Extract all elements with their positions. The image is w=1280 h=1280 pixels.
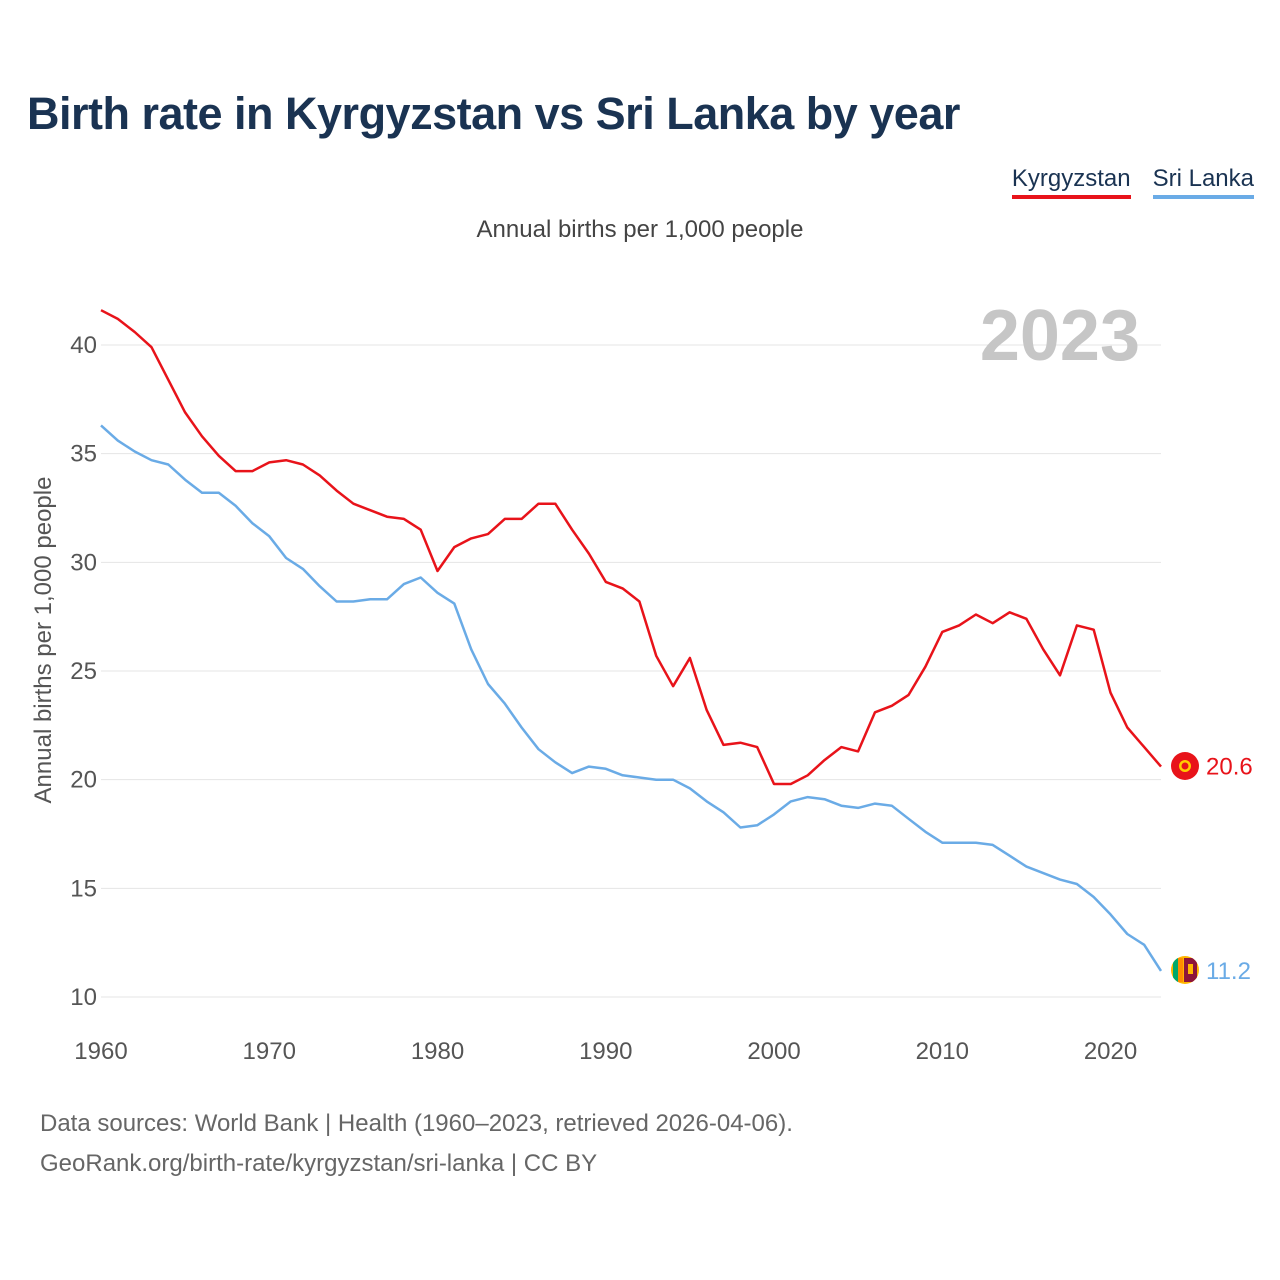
- source-link[interactable]: GeoRank.org/birth-rate/kyrgyzstan/sri-la…: [40, 1150, 598, 1177]
- series-line-kyrgyzstan[interactable]: [100, 309, 1162, 786]
- y-tick-label: 30: [70, 549, 97, 576]
- x-tick-label: 1960: [74, 1038, 127, 1065]
- grid-lines: [101, 344, 1161, 998]
- chart-title: Birth rate in Kyrgyzstan vs Sri Lanka by…: [27, 88, 960, 139]
- end-label-sri-lanka: 11.2: [1206, 958, 1251, 985]
- y-axis: 10 15 20 25 30 35 40: [70, 332, 97, 1011]
- footer: Data sources: World Bank | Health (1960–…: [40, 1104, 793, 1184]
- y-tick-label: 10: [70, 984, 97, 1011]
- x-tick-label: 1980: [411, 1038, 464, 1065]
- x-tick-label: 2010: [916, 1038, 969, 1065]
- y-axis-label: Annual births per 1,000 people: [30, 477, 57, 804]
- chart-subtitle: Annual births per 1,000 people: [476, 216, 804, 243]
- series-lines: [100, 309, 1163, 972]
- legend-item-kyrgyzstan[interactable]: Kyrgyzstan: [1011, 165, 1131, 199]
- source-note: Data sources: World Bank | Health (1960–…: [40, 1110, 793, 1137]
- y-tick-label: 40: [70, 332, 97, 359]
- y-tick-label: 15: [70, 875, 97, 902]
- legend-item-sri-lanka[interactable]: Sri Lanka: [1152, 165, 1254, 199]
- y-tick-label: 20: [70, 767, 97, 794]
- end-labels: 20.6 11.2: [1206, 754, 1253, 985]
- y-tick-label: 25: [70, 658, 97, 685]
- x-tick-label: 1970: [243, 1038, 296, 1065]
- x-axis: 1960 1970 1980 1990 2000 2010 2020: [74, 1038, 1137, 1065]
- series-line-sri-lanka[interactable]: [100, 424, 1163, 972]
- x-tick-label: 2020: [1084, 1038, 1137, 1065]
- x-tick-label: 1990: [579, 1038, 632, 1065]
- year-watermark: 2023: [980, 296, 1140, 376]
- y-tick-label: 35: [70, 441, 97, 468]
- legend: Kyrgyzstan Sri Lanka: [1011, 165, 1254, 199]
- x-tick-label: 2000: [747, 1038, 800, 1065]
- kyrgyzstan-flag-icon: [1171, 752, 1199, 780]
- end-label-kyrgyzstan: 20.6: [1206, 754, 1253, 781]
- sri-lanka-flag-icon: [1171, 956, 1199, 984]
